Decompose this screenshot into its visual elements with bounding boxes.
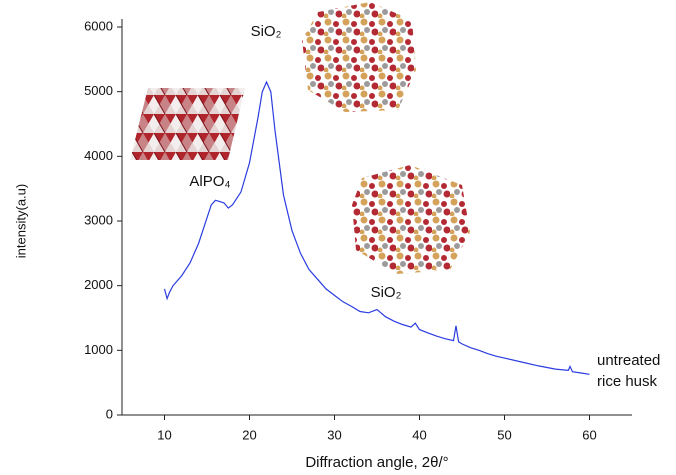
x-tick-label: 20 <box>242 427 256 442</box>
y-tick-label: 4000 <box>84 148 113 163</box>
page: intensity(a.u) Diffraction angle, 2θ/° 0… <box>0 0 676 475</box>
y-tick-label: 5000 <box>84 83 113 98</box>
sio2-structure <box>352 165 470 274</box>
series-label: untreated rice husk <box>597 350 675 392</box>
x-tick-label: 60 <box>582 427 596 442</box>
x-tick-label: 40 <box>412 427 426 442</box>
peak-label: SiO₂ <box>251 23 282 40</box>
alpo4-structure <box>130 88 245 160</box>
y-tick-label: 1000 <box>84 342 113 357</box>
x-tick-label: 30 <box>327 427 341 442</box>
y-tick-label: 6000 <box>84 18 113 33</box>
x-axis-label: Diffraction angle, 2θ/° <box>305 454 448 471</box>
x-tick-label: 10 <box>157 427 171 442</box>
y-tick-label: 3000 <box>84 212 113 227</box>
y-tick-label: 0 <box>106 406 113 421</box>
x-tick-label: 50 <box>497 427 511 442</box>
y-tick-label: 2000 <box>84 277 113 292</box>
chart: intensity(a.u) Diffraction angle, 2θ/° 0… <box>0 0 676 475</box>
peak-label: AlPO₄ <box>189 173 230 190</box>
y-axis-label: intensity(a.u) <box>13 184 28 258</box>
sio2-structure <box>302 2 416 112</box>
peak-label: SiO₂ <box>371 284 402 301</box>
